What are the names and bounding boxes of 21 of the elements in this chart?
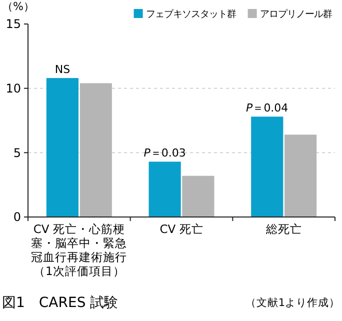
y-tick-label: 0	[13, 210, 21, 224]
bar	[80, 83, 112, 217]
legend-label: フェブキソスタット群	[146, 9, 236, 20]
annotation: NS	[54, 63, 70, 76]
bar	[284, 134, 317, 217]
x-tick-label: 総死亡	[264, 222, 302, 236]
y-axis-title: （%）	[2, 0, 34, 13]
bar	[182, 176, 214, 217]
y-tick-label: 15	[6, 17, 21, 32]
bar	[46, 78, 78, 217]
x-tick-label: CV 死亡・心筋梗塞・脳卒中・緊急冠血行再建術施行（1次評価項目）	[31, 222, 128, 278]
text: 図1 CARES 試験	[2, 295, 118, 311]
annotation: P＝0.04	[246, 102, 288, 115]
text: （文献1より作成）	[245, 296, 340, 309]
bar	[148, 162, 181, 217]
x-tick-label: CV 死亡	[160, 222, 204, 236]
annotation: P＝0.03	[144, 146, 186, 160]
legend-label: アロプリノール群	[260, 9, 332, 20]
y-tick-label: 10	[6, 82, 21, 96]
bar	[251, 116, 284, 217]
y-tick-label: 5	[13, 146, 21, 160]
